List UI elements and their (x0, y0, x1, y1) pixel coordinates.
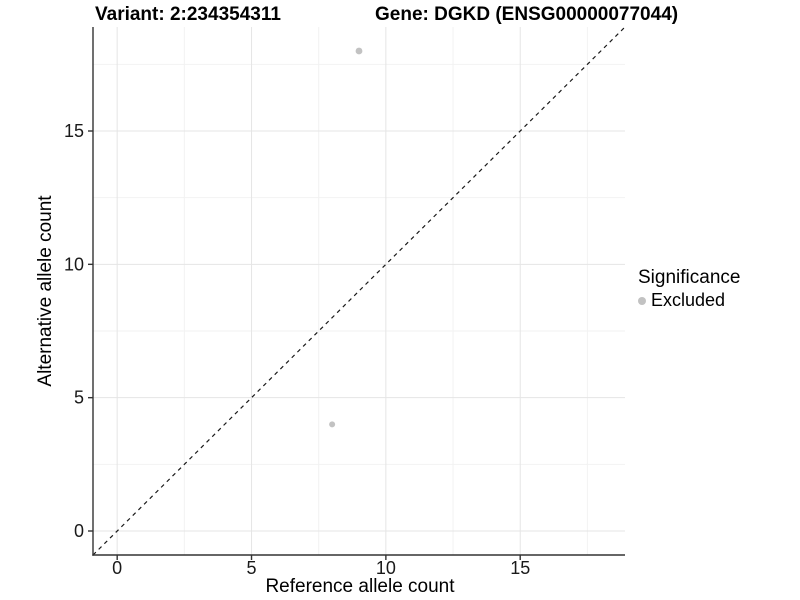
data-point (329, 421, 336, 428)
legend-excluded-dot-icon (638, 296, 646, 305)
x-axis-title: Reference allele count (265, 576, 455, 597)
legend: Significance Excluded (638, 266, 740, 311)
y-tick-label: 0 (74, 521, 84, 541)
y-tick-label: 10 (64, 254, 84, 274)
data-point (355, 47, 363, 55)
y-axis-title: Alternative allele count (35, 195, 56, 387)
x-tick-label: 5 (247, 558, 257, 578)
x-tick-label: 0 (112, 558, 122, 578)
y-tick-label: 5 (74, 388, 84, 408)
legend-title: Significance (638, 267, 741, 288)
gene-title: Gene: DGKD (ENSG00000077044) (375, 4, 679, 25)
variant-title: Variant: 2:234354311 (95, 4, 281, 25)
legend-item-label: Excluded (651, 290, 726, 310)
identity-reference-line (92, 26, 626, 556)
y-tick-label: 15 (64, 121, 84, 141)
x-tick-label: 10 (376, 558, 396, 578)
legend-item-excluded: Excluded (638, 290, 740, 311)
x-tick-label: 15 (510, 558, 530, 578)
